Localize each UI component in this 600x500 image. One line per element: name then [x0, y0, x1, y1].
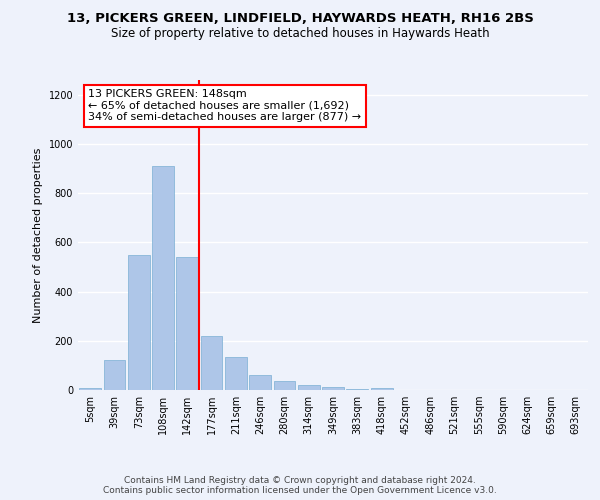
Bar: [104, 360, 125, 390]
Text: Size of property relative to detached houses in Haywards Heath: Size of property relative to detached ho…: [110, 28, 490, 40]
Bar: [225, 357, 247, 390]
Bar: [128, 254, 149, 390]
Bar: [371, 388, 392, 390]
Bar: [152, 166, 174, 390]
Text: 13, PICKERS GREEN, LINDFIELD, HAYWARDS HEATH, RH16 2BS: 13, PICKERS GREEN, LINDFIELD, HAYWARDS H…: [67, 12, 533, 26]
Text: 13 PICKERS GREEN: 148sqm
← 65% of detached houses are smaller (1,692)
34% of sem: 13 PICKERS GREEN: 148sqm ← 65% of detach…: [88, 90, 361, 122]
Y-axis label: Number of detached properties: Number of detached properties: [33, 148, 43, 322]
Bar: [298, 384, 320, 390]
Text: Contains HM Land Registry data © Crown copyright and database right 2024.
Contai: Contains HM Land Registry data © Crown c…: [103, 476, 497, 495]
Bar: [200, 336, 223, 390]
Bar: [79, 388, 101, 390]
Bar: [176, 257, 198, 390]
Bar: [249, 375, 271, 390]
Bar: [346, 389, 368, 390]
Bar: [274, 380, 295, 390]
Bar: [322, 386, 344, 390]
